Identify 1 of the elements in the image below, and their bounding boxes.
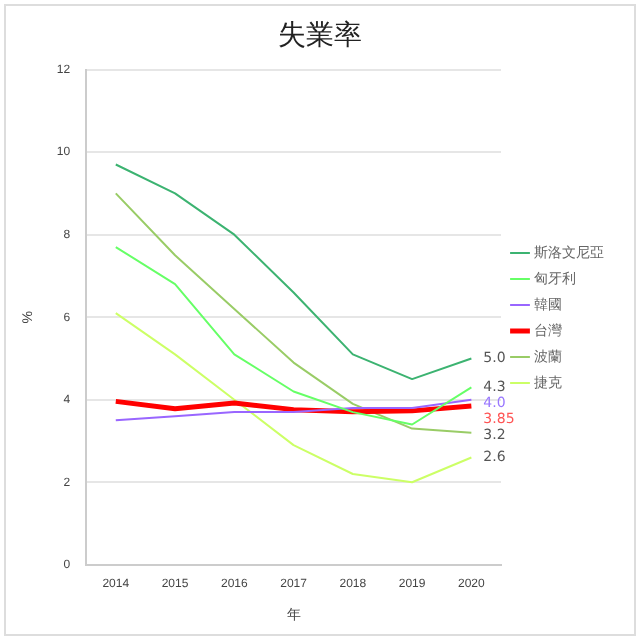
chart-title: 失業率	[278, 20, 362, 53]
